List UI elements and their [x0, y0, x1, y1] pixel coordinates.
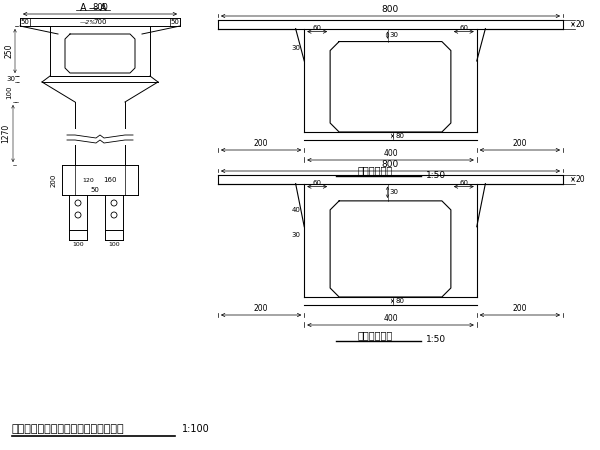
- Text: 400: 400: [383, 314, 398, 323]
- Text: 30: 30: [389, 189, 398, 195]
- Text: 100: 100: [6, 85, 12, 99]
- Text: 50: 50: [170, 19, 179, 25]
- Text: —2%: —2%: [80, 19, 96, 24]
- Text: 60: 60: [313, 180, 322, 185]
- Text: 1270: 1270: [1, 124, 10, 143]
- Text: 200: 200: [512, 139, 527, 148]
- Text: 20: 20: [576, 175, 586, 184]
- Text: 60: 60: [460, 180, 469, 185]
- Text: 60: 60: [460, 25, 469, 31]
- Text: 80: 80: [395, 133, 404, 139]
- Text: 800: 800: [382, 160, 399, 169]
- Text: 支点截面详图: 支点截面详图: [358, 330, 393, 340]
- Text: 200: 200: [512, 304, 527, 313]
- Text: 30: 30: [291, 45, 300, 51]
- Text: A: A: [100, 3, 106, 13]
- Text: 1:100: 1:100: [182, 424, 210, 434]
- Text: 250: 250: [4, 44, 13, 58]
- Text: A: A: [80, 3, 86, 13]
- Text: 80: 80: [395, 298, 404, 304]
- Text: 1:50: 1:50: [425, 336, 446, 345]
- Text: 100: 100: [108, 242, 120, 247]
- Text: 30: 30: [6, 76, 15, 82]
- Text: 120: 120: [82, 177, 94, 183]
- Text: —: —: [88, 3, 98, 13]
- Text: 200: 200: [254, 139, 268, 148]
- Text: 50: 50: [20, 19, 29, 25]
- Text: 跨中截面详图: 跨中截面详图: [358, 165, 393, 175]
- Text: 20: 20: [576, 20, 586, 29]
- Text: 30: 30: [291, 232, 300, 239]
- Text: 1:50: 1:50: [425, 171, 446, 180]
- Text: 400: 400: [383, 149, 398, 158]
- Text: 100: 100: [72, 242, 84, 247]
- Text: 30: 30: [389, 32, 398, 38]
- Text: 800: 800: [92, 3, 108, 12]
- Text: 40: 40: [292, 207, 300, 212]
- Text: 200: 200: [254, 304, 268, 313]
- Text: 应力连续预应力混凝土连续梁桥截面图: 应力连续预应力混凝土连续梁桥截面图: [12, 424, 125, 434]
- Text: 160: 160: [103, 177, 117, 183]
- Text: 50: 50: [91, 187, 100, 193]
- Text: 800: 800: [382, 5, 399, 14]
- Text: 200: 200: [51, 173, 57, 187]
- Text: 700: 700: [93, 19, 107, 25]
- Text: 60: 60: [313, 25, 322, 31]
